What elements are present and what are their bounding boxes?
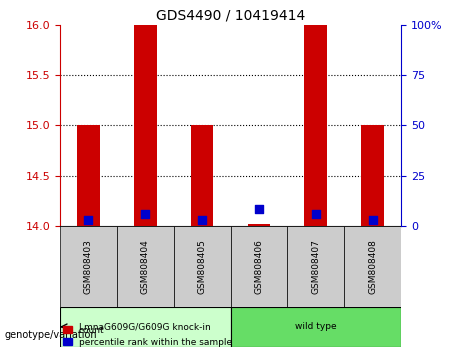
- Bar: [361, 125, 384, 226]
- Text: GSM808406: GSM808406: [254, 239, 263, 294]
- Text: GSM808403: GSM808403: [84, 239, 93, 294]
- Point: [85, 217, 92, 223]
- Bar: [134, 25, 157, 226]
- Text: GSM808408: GSM808408: [368, 239, 377, 294]
- FancyBboxPatch shape: [230, 307, 401, 347]
- FancyBboxPatch shape: [117, 226, 174, 307]
- FancyBboxPatch shape: [287, 226, 344, 307]
- Text: GSM808404: GSM808404: [141, 239, 150, 294]
- Bar: [304, 25, 327, 226]
- Bar: [191, 125, 213, 226]
- FancyBboxPatch shape: [60, 307, 230, 347]
- Text: LmnaG609G/G609G knock-in: LmnaG609G/G609G knock-in: [79, 322, 211, 331]
- Legend: count, percentile rank within the sample: count, percentile rank within the sample: [60, 323, 235, 349]
- Title: GDS4490 / 10419414: GDS4490 / 10419414: [156, 8, 305, 22]
- Point: [142, 211, 149, 217]
- Point: [369, 217, 376, 223]
- Text: wild type: wild type: [295, 322, 337, 331]
- FancyBboxPatch shape: [60, 226, 117, 307]
- Text: genotype/variation: genotype/variation: [5, 330, 97, 339]
- Point: [198, 217, 206, 223]
- Text: GSM808405: GSM808405: [198, 239, 207, 294]
- FancyBboxPatch shape: [230, 226, 287, 307]
- FancyBboxPatch shape: [344, 226, 401, 307]
- FancyBboxPatch shape: [174, 226, 230, 307]
- Point: [255, 206, 263, 212]
- Bar: [77, 125, 100, 226]
- Text: GSM808407: GSM808407: [311, 239, 320, 294]
- Bar: [248, 224, 270, 226]
- Point: [312, 211, 319, 217]
